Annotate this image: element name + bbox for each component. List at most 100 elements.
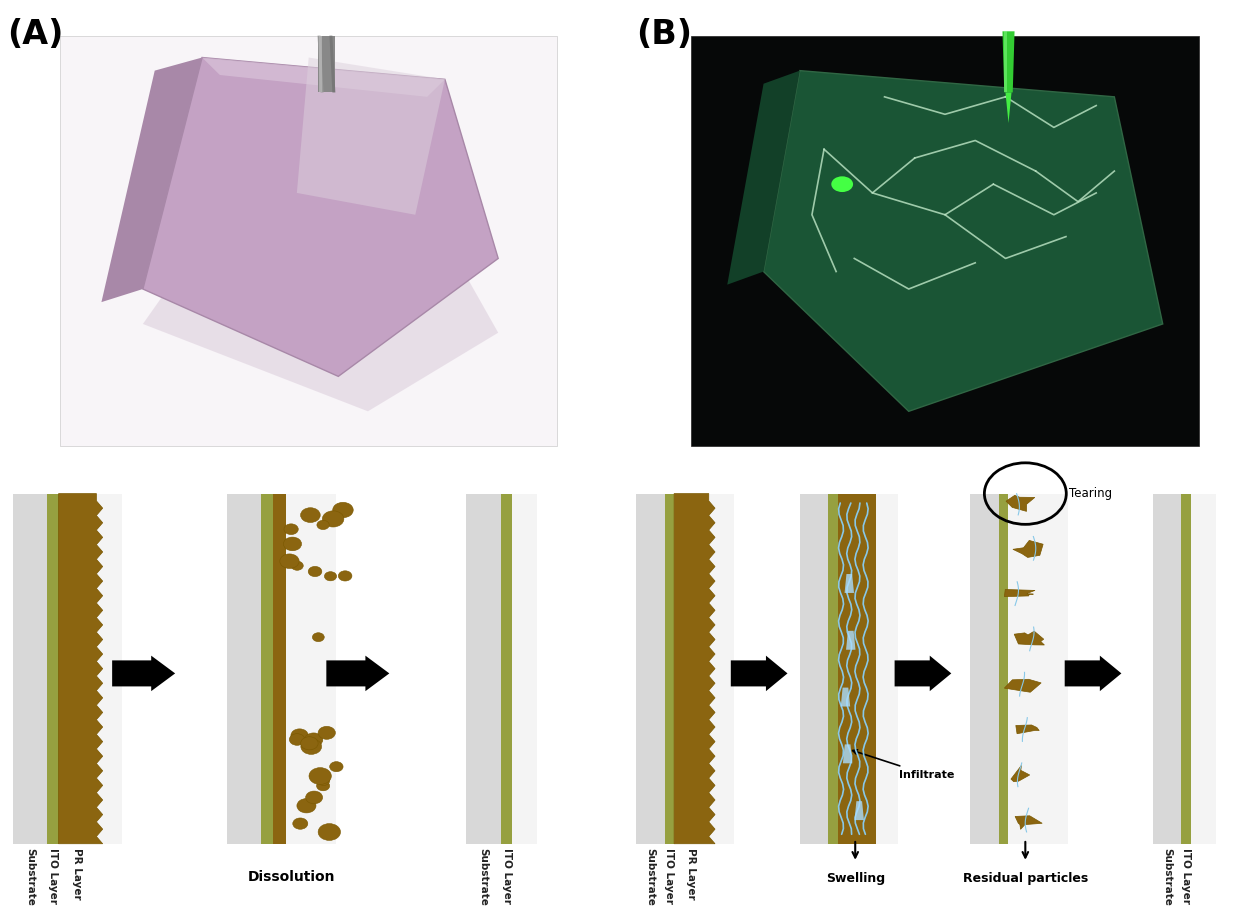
Circle shape	[316, 781, 330, 791]
Bar	[800, 493, 897, 844]
Text: (A): (A)	[6, 18, 63, 51]
Bar	[636, 493, 665, 844]
Circle shape	[832, 177, 853, 192]
Polygon shape	[202, 57, 445, 96]
FancyArrow shape	[895, 655, 951, 692]
Polygon shape	[1016, 815, 1042, 829]
Polygon shape	[1013, 541, 1043, 558]
Text: Substrate: Substrate	[1162, 848, 1172, 906]
Bar	[690, 35, 1200, 446]
Polygon shape	[142, 57, 498, 377]
Circle shape	[284, 537, 301, 551]
FancyArrow shape	[112, 655, 175, 692]
Circle shape	[284, 524, 299, 534]
Text: ITO Layer: ITO Layer	[501, 848, 512, 905]
Bar	[999, 493, 1008, 844]
Polygon shape	[674, 493, 716, 844]
Text: Substrate: Substrate	[645, 848, 655, 906]
Polygon shape	[854, 801, 864, 820]
Polygon shape	[318, 35, 324, 93]
Circle shape	[301, 737, 318, 750]
Bar	[800, 493, 829, 844]
Text: Residual particles: Residual particles	[963, 872, 1087, 885]
Circle shape	[309, 768, 331, 784]
Polygon shape	[845, 631, 856, 650]
Circle shape	[305, 733, 323, 747]
Bar	[262, 493, 273, 844]
Circle shape	[323, 511, 344, 527]
Polygon shape	[1004, 590, 1034, 597]
Bar	[48, 493, 58, 844]
FancyArrow shape	[731, 655, 788, 692]
Polygon shape	[329, 35, 335, 93]
Bar	[636, 493, 733, 844]
Circle shape	[339, 571, 352, 581]
Polygon shape	[1004, 679, 1041, 693]
Bar	[227, 493, 335, 844]
Circle shape	[309, 566, 321, 577]
Polygon shape	[843, 744, 852, 763]
Text: ITO Layer: ITO Layer	[48, 848, 58, 905]
Polygon shape	[764, 71, 1163, 411]
Bar	[838, 493, 876, 844]
Polygon shape	[1014, 632, 1045, 645]
Text: ITO Layer: ITO Layer	[664, 848, 674, 905]
Polygon shape	[727, 71, 800, 285]
Bar	[501, 493, 512, 844]
Bar	[13, 493, 121, 844]
Text: PR Layer: PR Layer	[73, 848, 82, 900]
Circle shape	[318, 776, 330, 785]
FancyArrow shape	[1065, 655, 1121, 692]
Text: Tearing: Tearing	[1070, 487, 1113, 501]
Polygon shape	[319, 35, 321, 93]
Circle shape	[333, 502, 353, 518]
Text: Dissolution: Dissolution	[248, 870, 335, 884]
Polygon shape	[1016, 725, 1040, 733]
Bar	[829, 493, 838, 844]
Text: ITO Layer: ITO Layer	[1181, 848, 1191, 905]
Circle shape	[280, 554, 299, 569]
Circle shape	[292, 818, 307, 829]
Text: Swelling: Swelling	[825, 872, 885, 885]
FancyArrow shape	[326, 655, 389, 692]
Text: Substrate: Substrate	[479, 848, 489, 906]
Circle shape	[306, 791, 323, 804]
Bar	[466, 493, 501, 844]
Circle shape	[290, 733, 305, 745]
Circle shape	[318, 824, 340, 841]
Polygon shape	[297, 57, 445, 215]
Text: (B): (B)	[636, 18, 693, 51]
Circle shape	[291, 729, 309, 742]
Bar	[1182, 493, 1191, 844]
Bar	[13, 493, 48, 844]
Bar	[60, 35, 557, 446]
Bar	[466, 493, 537, 844]
Bar	[227, 493, 262, 844]
Bar	[1153, 493, 1216, 844]
Polygon shape	[1011, 765, 1029, 782]
Polygon shape	[58, 493, 103, 844]
Polygon shape	[1005, 93, 1012, 123]
Circle shape	[318, 726, 335, 739]
Text: PR Layer: PR Layer	[687, 848, 697, 900]
Bar	[970, 493, 1068, 844]
Text: Infiltrate: Infiltrate	[853, 750, 954, 780]
Polygon shape	[1003, 31, 1014, 93]
Polygon shape	[142, 215, 498, 411]
Bar	[970, 493, 999, 844]
Circle shape	[318, 521, 329, 530]
Polygon shape	[844, 574, 854, 593]
Polygon shape	[101, 57, 202, 302]
Bar	[273, 493, 286, 844]
Text: Substrate: Substrate	[25, 848, 35, 906]
Circle shape	[324, 571, 336, 581]
Circle shape	[301, 739, 321, 754]
Bar	[665, 493, 674, 844]
Polygon shape	[840, 688, 851, 706]
Polygon shape	[1004, 31, 1007, 93]
Circle shape	[297, 799, 316, 813]
Polygon shape	[1005, 495, 1034, 511]
Circle shape	[330, 762, 343, 772]
Circle shape	[301, 508, 320, 522]
Bar	[1153, 493, 1182, 844]
